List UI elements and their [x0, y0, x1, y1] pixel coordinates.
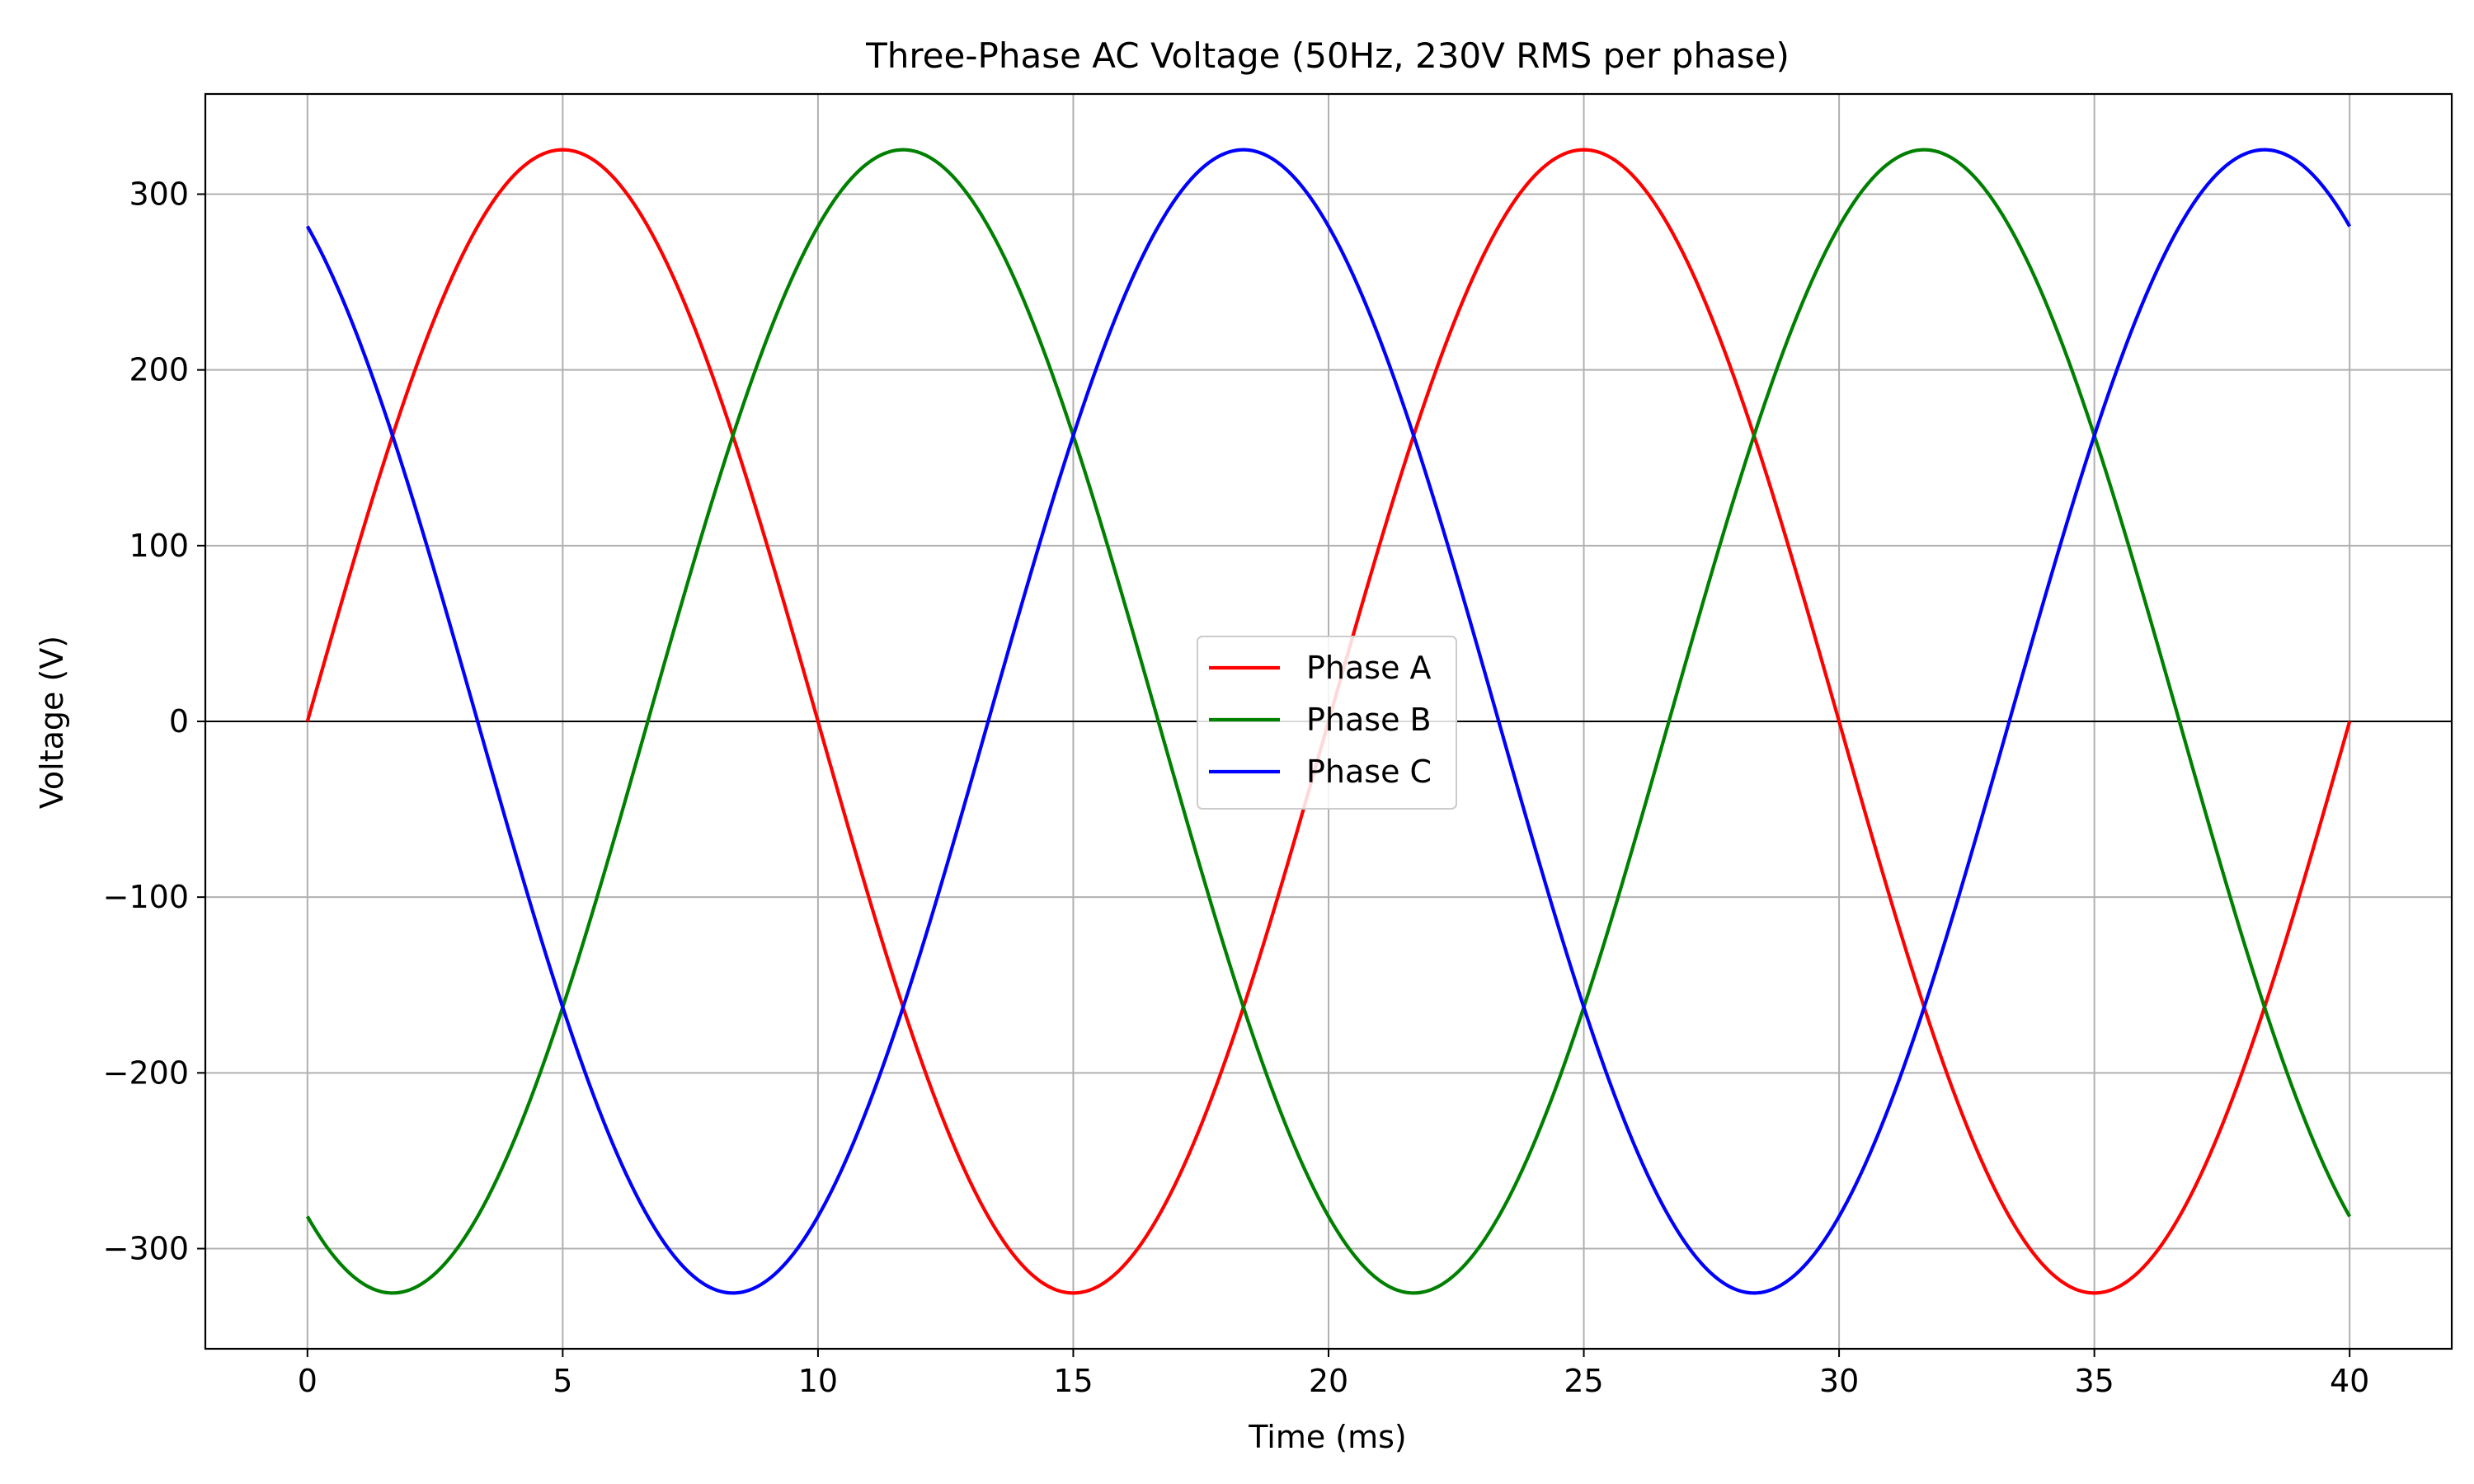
y-tick-label: 0 [169, 703, 189, 740]
chart-title: Three-Phase AC Voltage (50Hz, 230V RMS p… [865, 35, 1790, 76]
legend-label: Phase C [1306, 754, 1432, 790]
x-tick-label: 25 [1564, 1363, 1603, 1399]
x-tick-label: 0 [298, 1363, 317, 1399]
x-tick-label: 5 [553, 1363, 572, 1399]
x-axis-label: Time (ms) [1248, 1419, 1407, 1455]
y-tick-label: −100 [103, 879, 189, 915]
x-axis: 0 5 10 15 20 25 30 35 40 [298, 1349, 2369, 1399]
y-axis: −300 −200 −100 0 100 200 300 [103, 176, 205, 1266]
y-tick-label: −300 [103, 1230, 189, 1266]
x-tick-label: 10 [798, 1363, 838, 1399]
legend-label: Phase B [1306, 702, 1432, 738]
x-tick-label: 40 [2330, 1363, 2369, 1399]
grid-lines [205, 94, 2452, 1349]
y-tick-label: 200 [129, 352, 189, 388]
y-axis-label: Voltage (V) [34, 636, 70, 809]
x-tick-label: 30 [1819, 1363, 1859, 1399]
series-line-phase-c [305, 148, 2352, 1295]
legend-label: Phase A [1306, 650, 1432, 686]
y-tick-label: 100 [129, 528, 189, 564]
legend-box [1197, 636, 1457, 810]
x-tick-label: 20 [1309, 1363, 1348, 1399]
y-tick-label: −200 [103, 1054, 189, 1091]
plot-area [204, 92, 2453, 1350]
x-tick-label: 15 [1053, 1363, 1093, 1399]
series-line-phase-b [305, 148, 2352, 1295]
y-tick-label: 300 [129, 176, 189, 213]
legend: Phase A Phase B Phase C [1197, 636, 1457, 810]
x-tick-label: 35 [2074, 1363, 2114, 1399]
